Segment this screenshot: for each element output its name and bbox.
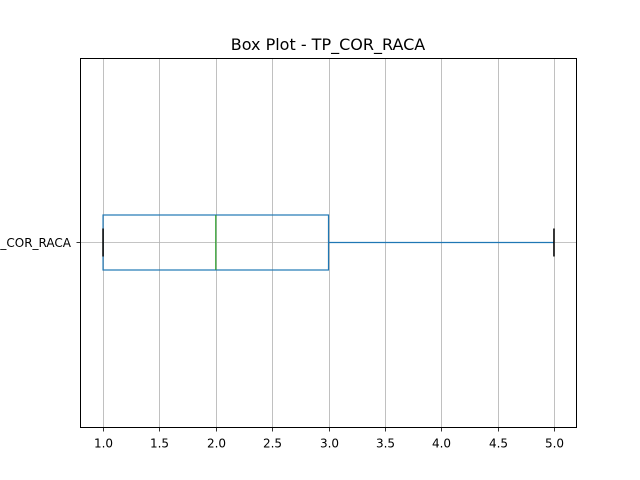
x-tick-label: 4.0 [432,437,451,451]
x-axis-ticks: 1.0 1.5 2.0 2.5 3.0 3.5 4.0 4.5 5.0 [76,242,564,451]
y-category-label: TP_COR_RACA [0,236,72,250]
x-tick-label: 2.0 [207,437,226,451]
x-tick-label: 4.5 [489,437,508,451]
x-tick-label: 5.0 [545,437,564,451]
x-tick-label: 1.0 [94,437,113,451]
x-tick-label: 3.0 [320,437,339,451]
chart-title: Box Plot - TP_COR_RACA [231,35,426,55]
box-plot-series [102,214,555,271]
x-tick-label: 2.5 [263,437,282,451]
axes-frame [80,58,577,428]
x-tick-label: 1.5 [150,437,169,451]
x-tick-label: 3.5 [376,437,395,451]
